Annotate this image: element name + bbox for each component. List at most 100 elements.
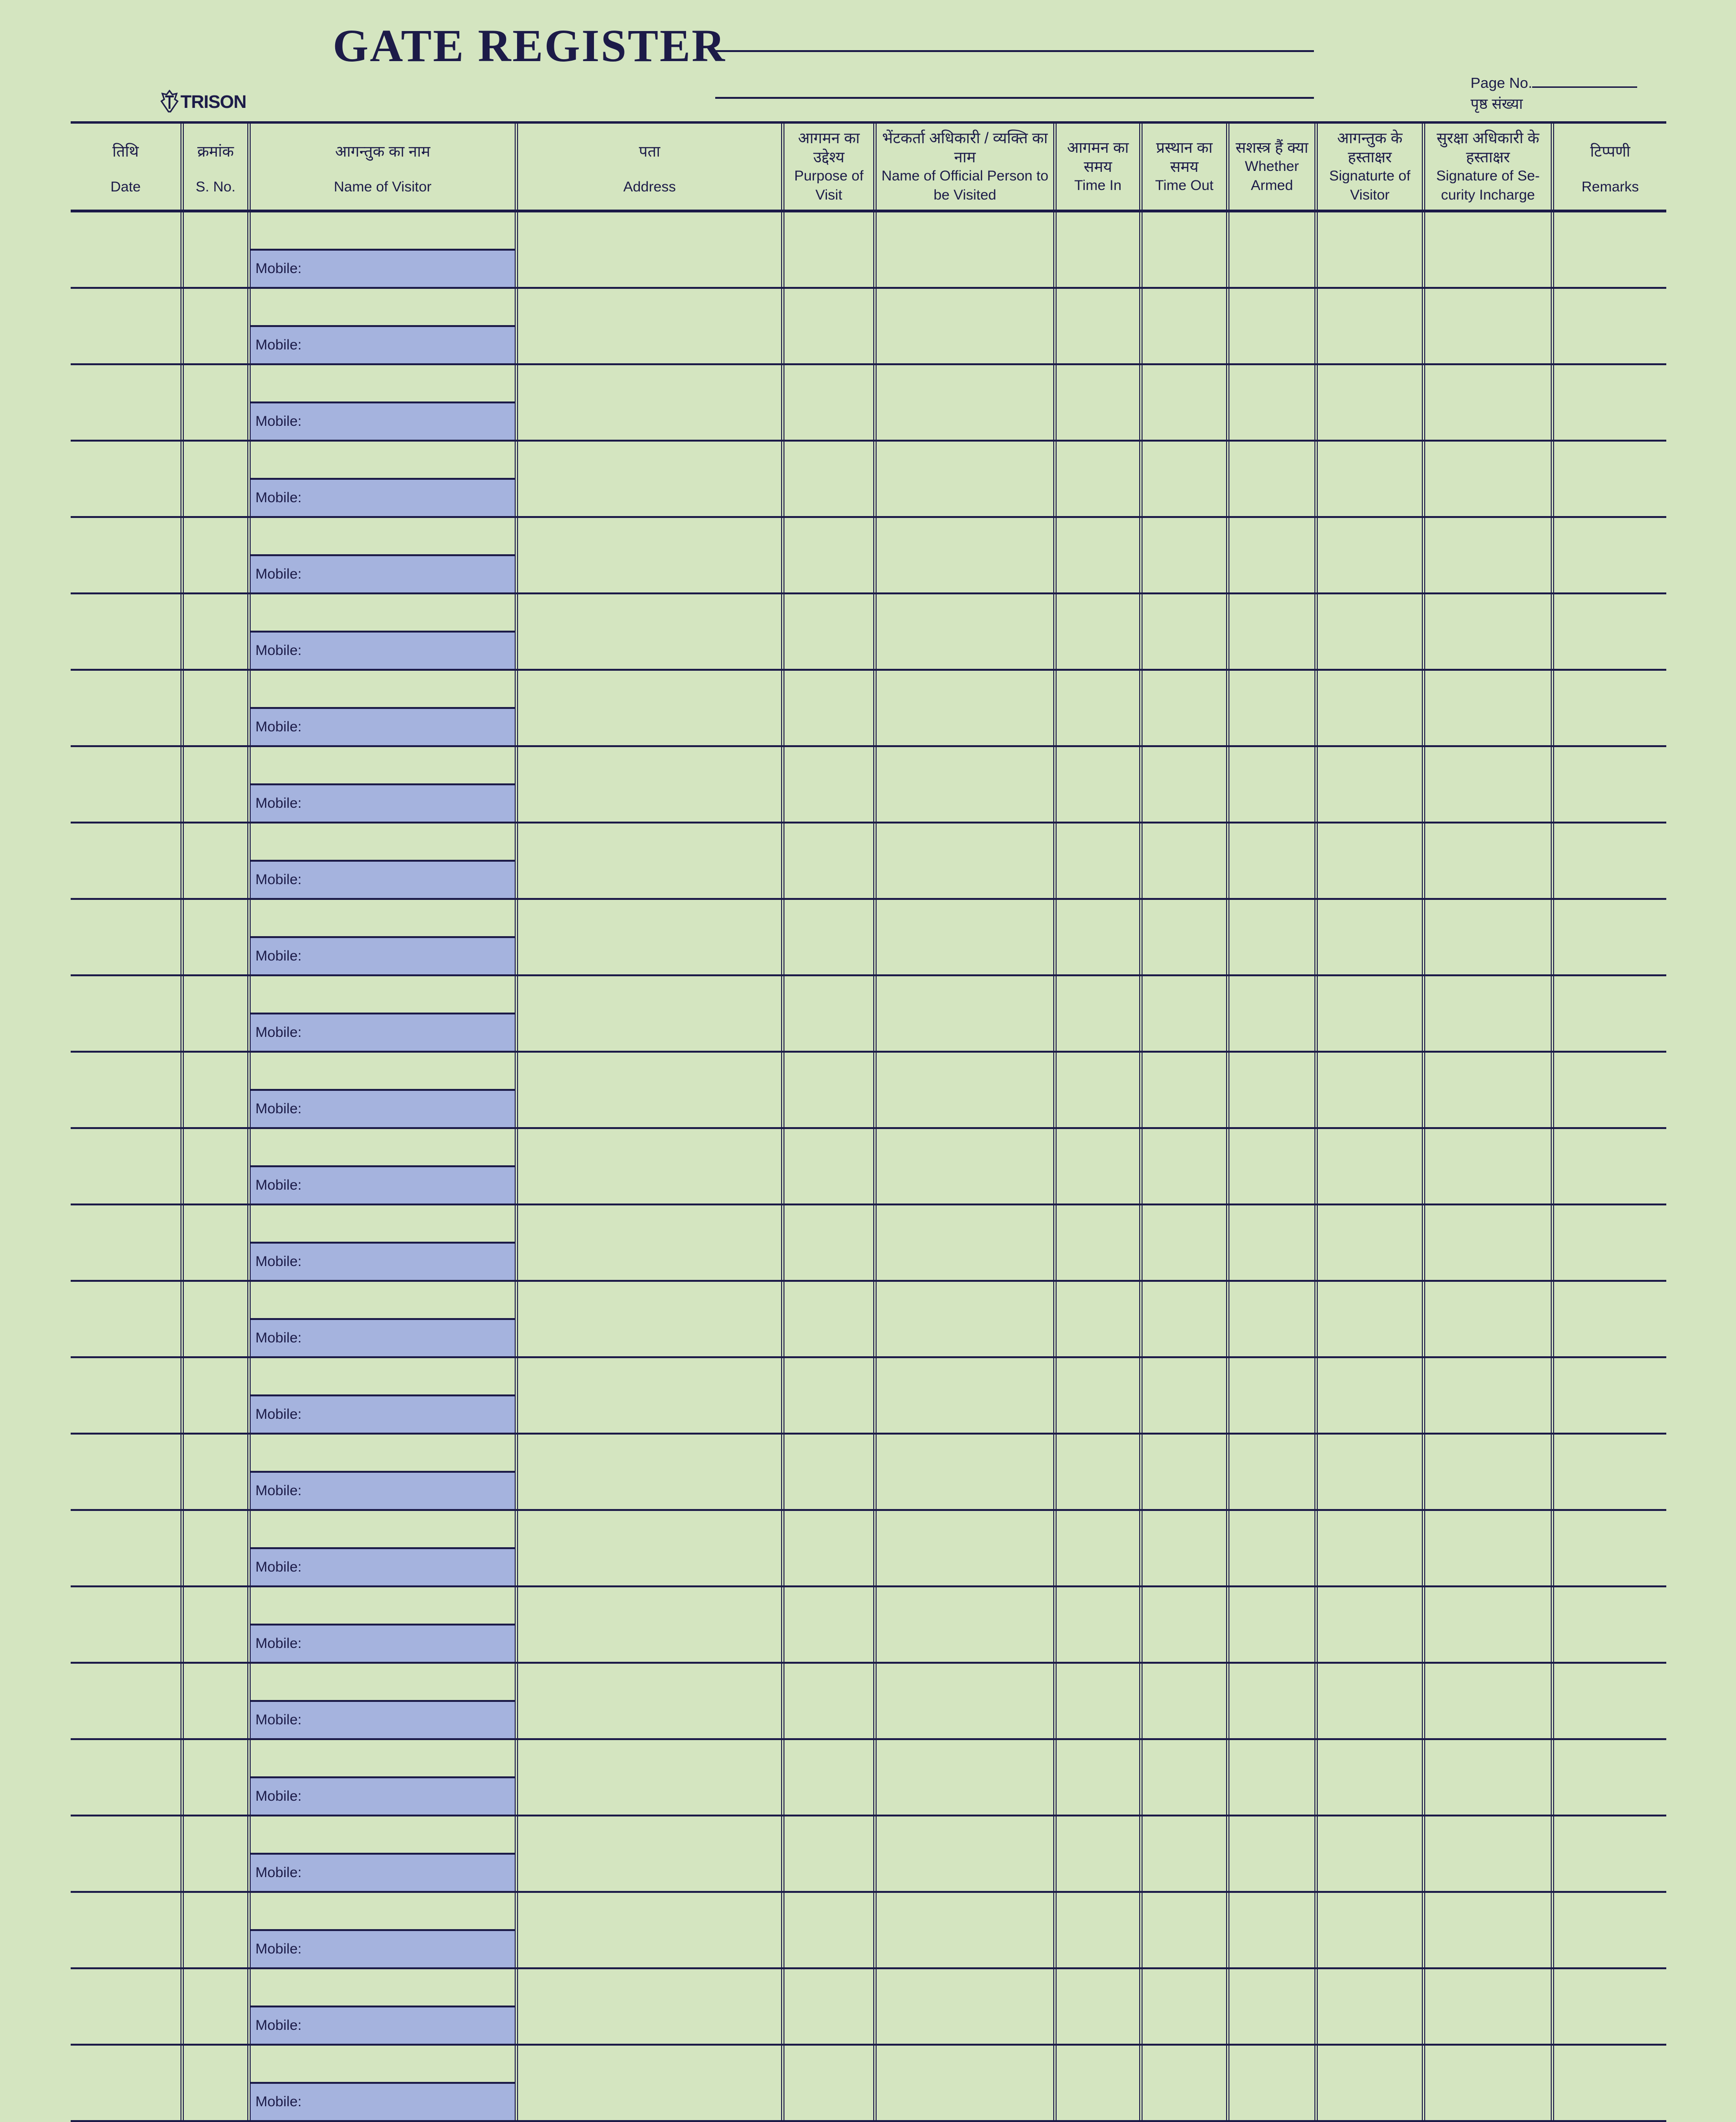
- cell-visitor-signature[interactable]: [1318, 212, 1422, 287]
- cell-serial-no[interactable]: [184, 1664, 247, 1738]
- cell-time-out[interactable]: [1143, 365, 1226, 440]
- visitor-name-field[interactable]: [251, 1205, 515, 1244]
- cell-whether-armed[interactable]: [1229, 518, 1314, 592]
- cell-purpose[interactable]: [784, 823, 873, 898]
- cell-time-in[interactable]: [1057, 1282, 1139, 1356]
- cell-time-out[interactable]: [1143, 2046, 1226, 2120]
- cell-time-out[interactable]: [1143, 1282, 1226, 1356]
- mobile-field[interactable]: Mobile:: [251, 480, 515, 516]
- cell-address[interactable]: [518, 1587, 781, 1662]
- mobile-field[interactable]: Mobile:: [251, 1931, 515, 1967]
- cell-visitor-signature[interactable]: [1318, 1435, 1422, 1509]
- cell-remarks[interactable]: [1554, 900, 1666, 974]
- cell-whether-armed[interactable]: [1229, 823, 1314, 898]
- cell-security-signature[interactable]: [1425, 1435, 1551, 1509]
- cell-time-out[interactable]: [1143, 1435, 1226, 1509]
- cell-serial-no[interactable]: [184, 289, 247, 363]
- cell-official-name[interactable]: [877, 1969, 1053, 2044]
- visitor-name-field[interactable]: [251, 1740, 515, 1778]
- cell-visitor-name[interactable]: Mobile:: [251, 212, 515, 287]
- cell-official-name[interactable]: [877, 1205, 1053, 1280]
- cell-time-out[interactable]: [1143, 1664, 1226, 1738]
- cell-time-out[interactable]: [1143, 1893, 1226, 1967]
- cell-serial-no[interactable]: [184, 1587, 247, 1662]
- cell-serial-no[interactable]: [184, 442, 247, 516]
- cell-serial-no[interactable]: [184, 1893, 247, 1967]
- cell-visitor-name[interactable]: Mobile:: [251, 671, 515, 745]
- cell-date[interactable]: [71, 747, 180, 822]
- visitor-name-field[interactable]: [251, 1511, 515, 1549]
- cell-remarks[interactable]: [1554, 1664, 1666, 1738]
- cell-official-name[interactable]: [877, 1587, 1053, 1662]
- cell-whether-armed[interactable]: [1229, 1129, 1314, 1204]
- cell-serial-no[interactable]: [184, 823, 247, 898]
- cell-remarks[interactable]: [1554, 1358, 1666, 1433]
- visitor-name-field[interactable]: [251, 1816, 515, 1855]
- cell-visitor-signature[interactable]: [1318, 671, 1422, 745]
- cell-whether-armed[interactable]: [1229, 671, 1314, 745]
- cell-time-in[interactable]: [1057, 442, 1139, 516]
- cell-time-out[interactable]: [1143, 212, 1226, 287]
- cell-address[interactable]: [518, 1511, 781, 1585]
- cell-address[interactable]: [518, 1969, 781, 2044]
- cell-time-in[interactable]: [1057, 1816, 1139, 1891]
- mobile-field[interactable]: Mobile:: [251, 1244, 515, 1280]
- cell-remarks[interactable]: [1554, 1893, 1666, 1967]
- cell-official-name[interactable]: [877, 1435, 1053, 1509]
- cell-official-name[interactable]: [877, 900, 1053, 974]
- cell-date[interactable]: [71, 1129, 180, 1204]
- cell-visitor-signature[interactable]: [1318, 900, 1422, 974]
- mobile-field[interactable]: Mobile:: [251, 327, 515, 363]
- cell-official-name[interactable]: [877, 518, 1053, 592]
- cell-whether-armed[interactable]: [1229, 1358, 1314, 1433]
- page-no-field[interactable]: [1532, 74, 1638, 88]
- cell-whether-armed[interactable]: [1229, 594, 1314, 669]
- cell-visitor-signature[interactable]: [1318, 1282, 1422, 1356]
- cell-time-in[interactable]: [1057, 900, 1139, 974]
- cell-purpose[interactable]: [784, 442, 873, 516]
- cell-time-in[interactable]: [1057, 1205, 1139, 1280]
- cell-time-out[interactable]: [1143, 747, 1226, 822]
- visitor-name-field[interactable]: [251, 747, 515, 785]
- cell-whether-armed[interactable]: [1229, 1205, 1314, 1280]
- title-line-2[interactable]: [715, 97, 1314, 99]
- cell-purpose[interactable]: [784, 1358, 873, 1433]
- visitor-name-field[interactable]: [251, 1282, 515, 1320]
- visitor-name-field[interactable]: [251, 1664, 515, 1702]
- cell-visitor-name[interactable]: Mobile:: [251, 365, 515, 440]
- mobile-field[interactable]: Mobile:: [251, 1167, 515, 1204]
- visitor-name-field[interactable]: [251, 1053, 515, 1091]
- cell-serial-no[interactable]: [184, 900, 247, 974]
- cell-date[interactable]: [71, 1282, 180, 1356]
- mobile-field[interactable]: Mobile:: [251, 1702, 515, 1738]
- cell-address[interactable]: [518, 671, 781, 745]
- cell-address[interactable]: [518, 1435, 781, 1509]
- cell-visitor-signature[interactable]: [1318, 1205, 1422, 1280]
- cell-date[interactable]: [71, 1816, 180, 1891]
- cell-date[interactable]: [71, 212, 180, 287]
- cell-purpose[interactable]: [784, 1129, 873, 1204]
- cell-purpose[interactable]: [784, 671, 873, 745]
- visitor-name-field[interactable]: [251, 2046, 515, 2084]
- cell-purpose[interactable]: [784, 747, 873, 822]
- cell-remarks[interactable]: [1554, 1435, 1666, 1509]
- cell-time-out[interactable]: [1143, 1205, 1226, 1280]
- cell-remarks[interactable]: [1554, 518, 1666, 592]
- cell-address[interactable]: [518, 2046, 781, 2120]
- cell-visitor-signature[interactable]: [1318, 289, 1422, 363]
- mobile-field[interactable]: Mobile:: [251, 1778, 515, 1815]
- mobile-field[interactable]: Mobile:: [251, 1549, 515, 1585]
- cell-visitor-name[interactable]: Mobile:: [251, 442, 515, 516]
- cell-time-out[interactable]: [1143, 289, 1226, 363]
- cell-purpose[interactable]: [784, 212, 873, 287]
- visitor-name-field[interactable]: [251, 212, 515, 251]
- cell-whether-armed[interactable]: [1229, 1740, 1314, 1815]
- cell-official-name[interactable]: [877, 1053, 1053, 1127]
- cell-remarks[interactable]: [1554, 212, 1666, 287]
- cell-address[interactable]: [518, 442, 781, 516]
- cell-date[interactable]: [71, 518, 180, 592]
- cell-visitor-name[interactable]: Mobile:: [251, 976, 515, 1051]
- cell-remarks[interactable]: [1554, 1816, 1666, 1891]
- cell-whether-armed[interactable]: [1229, 1511, 1314, 1585]
- visitor-name-field[interactable]: [251, 1587, 515, 1626]
